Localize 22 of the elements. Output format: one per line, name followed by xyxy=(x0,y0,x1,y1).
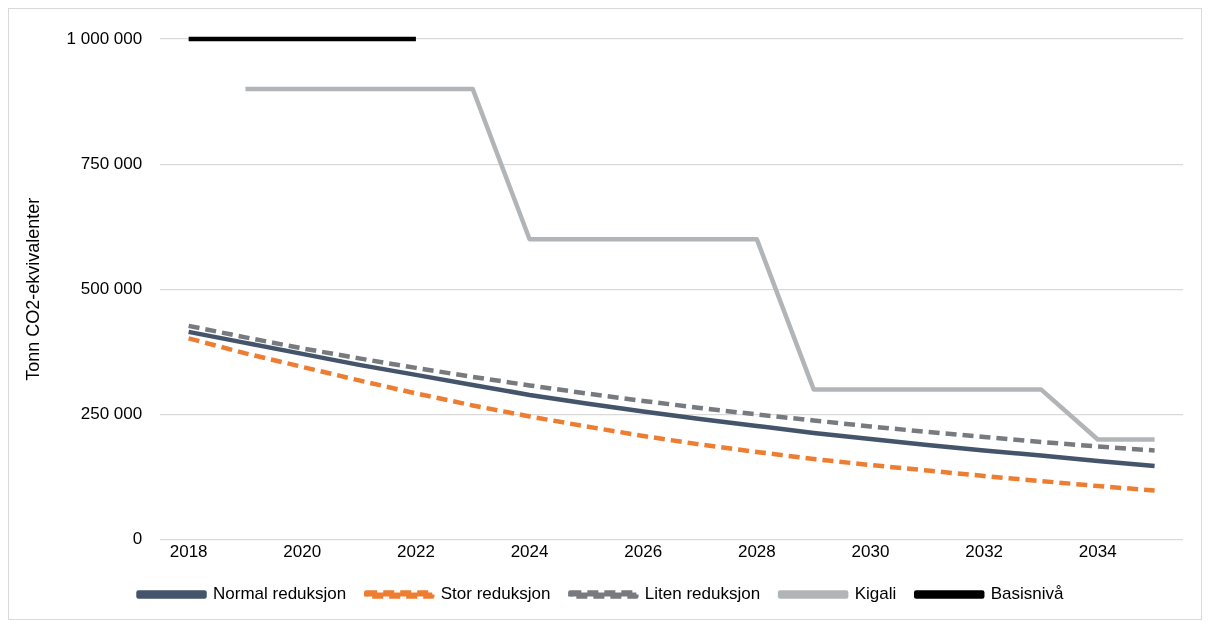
legend-label: Kigali xyxy=(854,584,897,604)
x-tick-label: 2030 xyxy=(851,542,890,562)
y-axis-title: Tonn CO2-ekvivalenter xyxy=(22,197,43,381)
y-tick-label: 250 000 xyxy=(80,404,143,424)
y-tick-label: 750 000 xyxy=(80,153,143,173)
x-tick-label: 2020 xyxy=(283,542,322,562)
x-tick-label: 2034 xyxy=(1078,542,1117,562)
legend-label: Basisnivå xyxy=(990,584,1065,604)
x-tick-label: 2026 xyxy=(624,542,663,562)
y-tick-label: 0 xyxy=(132,529,143,549)
legend-label: Stor reduksjon xyxy=(440,584,551,604)
line-series xyxy=(186,323,1157,453)
x-tick-label: 2032 xyxy=(965,542,1004,562)
line-series xyxy=(186,336,1157,493)
y-tick-label: 1 000 000 xyxy=(66,28,143,48)
x-tick-label: 2022 xyxy=(397,542,435,562)
y-tick-label: 500 000 xyxy=(80,278,143,298)
x-tick-label: 2018 xyxy=(169,542,208,562)
legend-label: Liten reduksjon xyxy=(644,584,761,604)
x-tick-label: 2028 xyxy=(737,542,776,562)
legend-label: Normal reduksjon xyxy=(213,584,347,604)
x-tick-label: 2024 xyxy=(510,542,549,562)
